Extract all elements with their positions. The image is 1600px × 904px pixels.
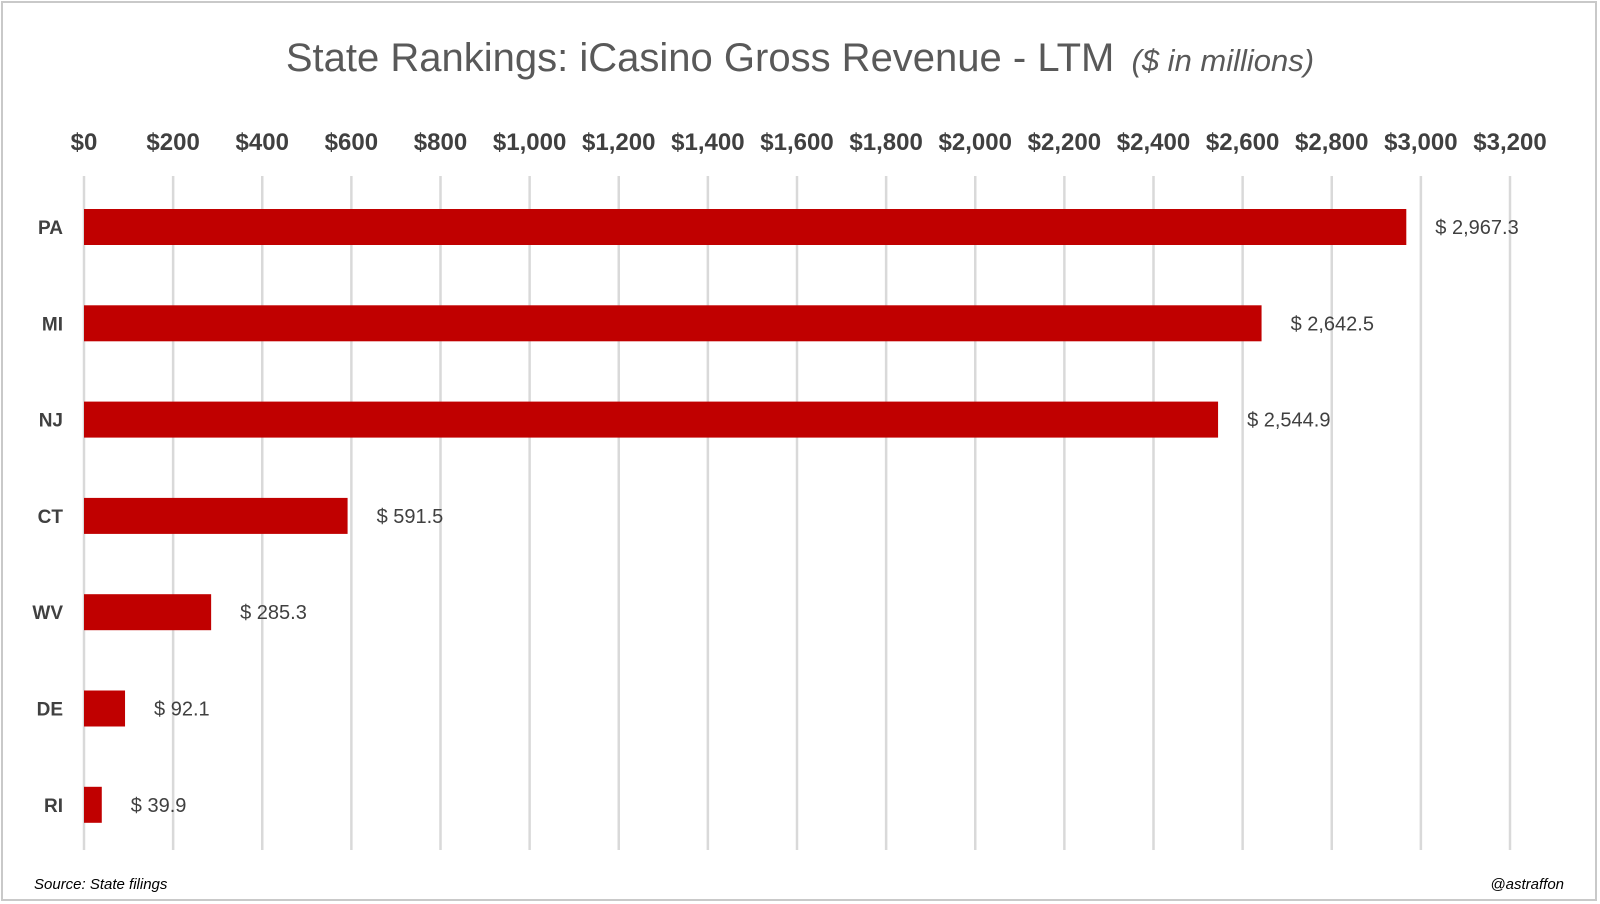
category-label: WV	[32, 603, 63, 624]
chart-title-text: State Rankings: iCasino Gross Revenue - …	[285, 36, 1115, 80]
data-label: $ 39.9	[131, 795, 187, 817]
bar-ri	[84, 786, 102, 823]
x-tick-label: $2,800	[1295, 129, 1368, 156]
bar-de	[84, 690, 126, 727]
x-tick-label: $3,200	[1473, 129, 1546, 156]
bar-nj	[84, 401, 1219, 438]
category-label: MI	[42, 314, 63, 335]
category-label: DE	[37, 700, 63, 721]
category-label: NJ	[39, 411, 63, 432]
x-tick-label: $600	[325, 129, 378, 156]
x-tick-label: $2,000	[939, 129, 1012, 156]
data-labels: $ 2,967.3 $ 2,642.5 $ 2,544.9 $ 591.5 $ 285.…	[131, 217, 1519, 817]
x-tick-label: $2,600	[1206, 129, 1279, 156]
bar-mi	[84, 305, 1262, 342]
chart-subtitle: ($ in millions)	[1131, 43, 1315, 78]
data-label: $ 2,544.9	[1247, 410, 1330, 432]
x-tick-label: $400	[236, 129, 289, 156]
data-label: $ 591.5	[377, 506, 444, 528]
chart-title: State Rankings: iCasino Gross Revenue - …	[0, 36, 1600, 81]
bar-wv	[84, 594, 212, 631]
data-label: $ 92.1	[154, 699, 210, 721]
gridlines	[82, 176, 1512, 850]
author-credit: @astraffon	[1490, 876, 1564, 893]
data-label: $ 2,967.3	[1435, 217, 1518, 239]
source-note: Source: State filings	[34, 876, 168, 893]
x-tick-label: $2,400	[1117, 129, 1190, 156]
x-tick-label: $200	[146, 129, 199, 156]
data-label: $ 2,642.5	[1291, 313, 1374, 335]
x-tick-label: $1,600	[760, 129, 833, 156]
y-axis-categories: PA MI NJ CT WV DE RI	[32, 218, 63, 817]
x-tick-label: $1,200	[582, 129, 655, 156]
x-tick-label: $3,000	[1384, 129, 1457, 156]
x-tick-label: $1,000	[493, 129, 566, 156]
x-tick-label: $800	[414, 129, 467, 156]
category-label: RI	[44, 796, 63, 817]
data-label: $ 285.3	[240, 602, 307, 624]
bar-pa	[84, 209, 1407, 245]
category-label: PA	[38, 218, 63, 239]
category-label: CT	[38, 507, 64, 528]
bars	[84, 209, 1407, 823]
x-tick-label: $0	[71, 129, 98, 156]
x-tick-label: $1,800	[849, 129, 922, 156]
x-axis-ticks: $0 $200 $400 $600 $800 $1,000 $1,200 $1,400 $1,6…	[71, 129, 1547, 156]
x-tick-label: $1,400	[671, 129, 744, 156]
bar-ct	[84, 497, 348, 534]
x-tick-label: $2,200	[1028, 129, 1101, 156]
